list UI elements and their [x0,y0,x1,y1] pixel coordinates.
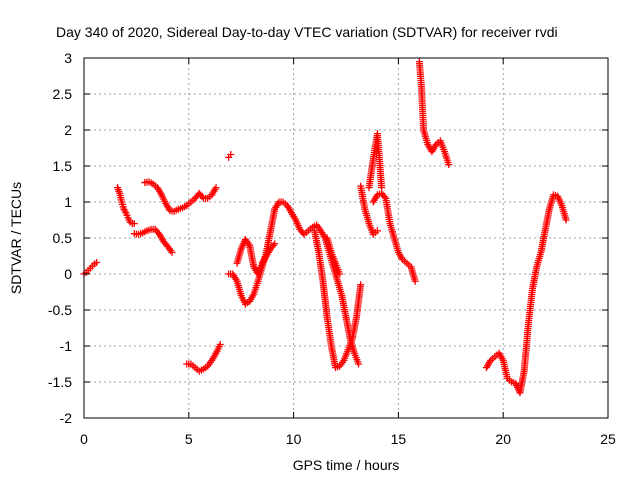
ticks: 0 5 10 15 20 25 -2 -1.5 -1 -0.5 0 0.5 1 1.5 2 2.5 3 [48,50,616,447]
data-point [336,270,344,278]
data-point-interp [162,241,170,249]
y-tick-label: 1 [64,194,72,210]
data-point [130,220,138,228]
data-point [93,258,101,266]
y-tick-label: 0 [64,266,72,282]
data-points [80,58,570,397]
data-point [357,281,365,289]
data-point [562,216,570,224]
data-point [216,341,224,349]
y-tick-label: -0.5 [48,302,72,318]
data-point-interp [269,241,277,249]
data-point-interp [198,193,206,201]
data-point [355,360,363,368]
y-tick-label: 2.5 [53,86,73,102]
data-point [271,240,279,248]
x-tick-label: 0 [80,431,88,447]
y-tick-label: -1.5 [48,374,72,390]
y-tick-label: 2 [64,122,72,138]
x-tick-label: 10 [286,431,302,447]
x-tick-label: 15 [391,431,407,447]
data-point [373,227,381,235]
x-tick-label: 5 [185,431,193,447]
grid [84,58,608,418]
x-axis-title: GPS time / hours [293,457,400,473]
data-point [227,150,235,158]
y-tick-label: -2 [60,410,73,426]
y-tick-label: 3 [64,50,72,66]
x-tick-label: 20 [495,431,511,447]
y-tick-label: -1 [60,338,73,354]
y-tick-label: 0.5 [53,230,73,246]
chart-title: Day 340 of 2020, Sidereal Day-to-day VTE… [56,24,558,40]
data-point [168,248,176,256]
y-axis-title: SDTVAR / TECUs [8,182,24,294]
data-point [411,277,419,285]
x-tick-label: 25 [600,431,616,447]
data-point [212,184,220,192]
y-tick-label: 1.5 [53,158,73,174]
data-point [445,161,453,169]
data-point-interp [380,193,388,201]
